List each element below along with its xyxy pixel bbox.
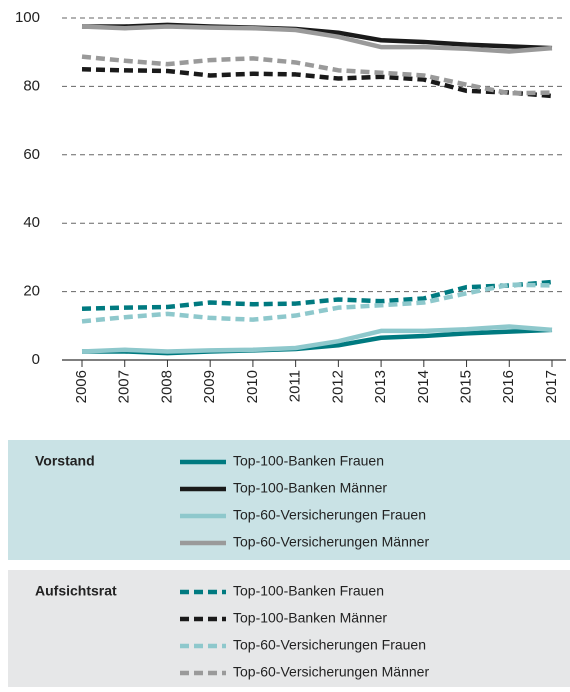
y-tick-label: 80 xyxy=(23,77,40,94)
x-tick-label: 2016 xyxy=(500,370,517,403)
legend-label: Top-100-Banken Männer xyxy=(233,610,387,626)
legend-label: Top-60-Versicherungen Frauen xyxy=(233,507,426,523)
x-tick-label: 2008 xyxy=(158,370,175,403)
legend-box xyxy=(8,440,570,560)
legend-group-title: Aufsichtsrat xyxy=(35,583,117,599)
series-line xyxy=(81,24,553,54)
x-tick-label: 2006 xyxy=(73,370,90,403)
x-tick-label: 2012 xyxy=(329,370,346,403)
y-tick-label: 0 xyxy=(32,351,40,368)
y-tick-label: 100 xyxy=(15,9,40,26)
series-line xyxy=(81,67,553,99)
legend-label: Top-60-Versicherungen Männer xyxy=(233,664,429,680)
legend-label: Top-100-Banken Männer xyxy=(233,480,387,496)
legend-box xyxy=(8,570,570,687)
x-tick-label: 2007 xyxy=(116,370,133,403)
series-line xyxy=(81,324,553,354)
x-tick-label: 2014 xyxy=(415,370,432,403)
legend-label: Top-100-Banken Frauen xyxy=(233,453,384,469)
x-tick-label: 2017 xyxy=(543,370,560,403)
x-tick-label: 2011 xyxy=(287,370,304,402)
series-line xyxy=(81,54,553,96)
legend-label: Top-100-Banken Frauen xyxy=(233,583,384,599)
x-tick-label: 2015 xyxy=(458,370,475,403)
y-tick-label: 40 xyxy=(23,214,40,231)
legend-label: Top-60-Versicherungen Männer xyxy=(233,534,429,550)
y-tick-label: 20 xyxy=(23,283,40,300)
x-tick-label: 2009 xyxy=(201,370,218,403)
legend-group-title: Vorstand xyxy=(35,453,95,469)
legend-label: Top-60-Versicherungen Frauen xyxy=(233,637,426,653)
x-tick-label: 2013 xyxy=(372,370,389,403)
x-tick-label: 2010 xyxy=(244,370,261,403)
series-line xyxy=(81,282,553,324)
y-tick-label: 60 xyxy=(23,146,40,163)
series-line xyxy=(81,279,553,311)
